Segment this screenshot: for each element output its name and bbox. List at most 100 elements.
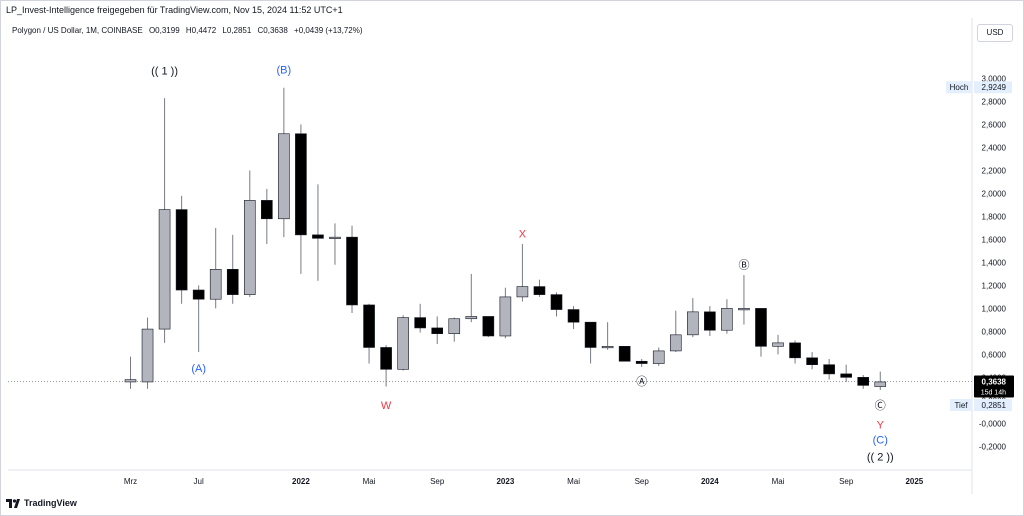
- candle-body: [755, 308, 767, 347]
- candle-body: [704, 311, 716, 331]
- y-tick-label: 1,0000: [982, 304, 1007, 313]
- y-tick-label: -0,0000: [979, 419, 1007, 428]
- symbol-info-bar: Polygon / US Dollar, 1M, COINBASE O0,319…: [12, 26, 367, 35]
- candle-body: [601, 346, 614, 349]
- x-tick-label: Jul: [194, 477, 204, 486]
- candle-body: [550, 294, 563, 310]
- candle-body: [618, 346, 631, 362]
- candle-body: [312, 234, 324, 239]
- candle-body: [380, 347, 392, 370]
- current-price-label-bg: [974, 375, 1014, 398]
- x-tick-label: 2024: [701, 477, 719, 486]
- candle-body: [840, 373, 852, 378]
- candle-body: [465, 316, 478, 320]
- candle-body: [192, 289, 205, 300]
- candle-body: [175, 209, 188, 291]
- wave-label: X: [519, 229, 527, 241]
- candle-body: [499, 296, 512, 337]
- y-tick-label: 0,8000: [982, 327, 1007, 336]
- x-tick-label: Mai: [772, 477, 785, 486]
- candle-body: [346, 236, 358, 306]
- candle-body: [584, 321, 597, 348]
- ohlc-close: C0,3638: [257, 26, 288, 35]
- candle-body: [243, 200, 256, 295]
- candle-body: [687, 311, 699, 336]
- high-value-bg: [974, 81, 1012, 94]
- y-tick-label: 1,4000: [982, 258, 1007, 267]
- candle-body: [448, 318, 461, 334]
- candle-body: [124, 379, 137, 383]
- candle-body: [329, 236, 341, 239]
- candle-body: [738, 308, 750, 311]
- wave-label: Y: [877, 419, 885, 431]
- wave-label: Ⓑ: [738, 259, 749, 272]
- candle-body: [278, 133, 290, 220]
- low-value-bg: [974, 399, 1012, 411]
- y-tick-label: 1,2000: [982, 281, 1007, 290]
- low-marker-bg: [950, 399, 972, 411]
- candle-body: [772, 342, 784, 347]
- wave-label: (( 2 )): [867, 452, 894, 464]
- candle-body: [431, 327, 444, 334]
- x-tick-label: 2022: [292, 477, 310, 486]
- candle-body: [482, 316, 495, 337]
- candle-body: [567, 309, 580, 323]
- y-tick-label: 3,0000: [982, 75, 1007, 84]
- y-tick-label: 0,6000: [982, 350, 1007, 359]
- candle-body: [652, 350, 665, 364]
- wave-label: Ⓒ: [875, 399, 886, 412]
- candle-body: [158, 209, 171, 330]
- candle-body: [363, 304, 375, 348]
- candle-body: [261, 200, 273, 220]
- high-marker-label: Hoch: [950, 83, 969, 92]
- y-tick-label: 2,6000: [982, 121, 1007, 130]
- y-tick-label: 1,6000: [982, 235, 1007, 244]
- candle-body: [397, 317, 409, 370]
- y-tick-label: 2,4000: [982, 144, 1007, 153]
- candle-body: [669, 334, 682, 352]
- x-tick-label: 2025: [905, 477, 923, 486]
- x-tick-label: Sep: [430, 477, 445, 486]
- candle-body: [533, 286, 546, 295]
- footer-brand: TradingView: [24, 498, 77, 508]
- currency-button[interactable]: USD: [977, 24, 1013, 42]
- ohlc-low: L0,2851: [222, 26, 252, 35]
- high-value-label: 2,9249: [982, 83, 1007, 92]
- candle-body: [806, 357, 818, 366]
- wave-label: (( 1 )): [151, 66, 178, 78]
- candle-body: [874, 381, 887, 387]
- candle-body: [209, 269, 222, 300]
- candle-body: [721, 308, 733, 331]
- y-tick-label: 2,8000: [982, 98, 1007, 107]
- x-tick-label: Mrz: [124, 477, 137, 486]
- candle-body: [516, 286, 529, 298]
- ohlc-high: H0,4472: [185, 26, 217, 35]
- current-price-countdown: 15d 14h: [981, 390, 1006, 397]
- candle-body: [857, 377, 870, 386]
- ohlc-open: O0,3199: [148, 26, 180, 35]
- candle-body: [789, 342, 801, 359]
- x-tick-label: Sep: [839, 477, 854, 486]
- attribution-text: LP_Invest-Intelligence freigegeben für T…: [6, 5, 343, 15]
- tradingview-footer[interactable]: TradingView: [6, 498, 77, 508]
- candle-body: [635, 360, 648, 364]
- y-tick-label: -0,2000: [979, 442, 1007, 451]
- tradingview-logo-icon: [6, 498, 20, 508]
- x-tick-label: 2023: [496, 477, 514, 486]
- candle-body: [226, 269, 239, 295]
- candle-body: [295, 133, 307, 236]
- wave-label: W: [381, 400, 392, 412]
- wave-label: (B): [277, 64, 292, 76]
- y-tick-label: 2,2000: [982, 167, 1007, 176]
- candle-body: [414, 317, 426, 329]
- wave-label: (A): [191, 363, 206, 375]
- low-marker-label: Tief: [954, 401, 968, 410]
- x-tick-label: Mai: [363, 477, 376, 486]
- current-price-value: 0,3638: [982, 378, 1007, 387]
- symbol-name[interactable]: Polygon / US Dollar, 1M, COINBASE: [12, 26, 143, 35]
- ohlc-change: +0,0439 (+13,72%): [294, 26, 363, 35]
- wave-label: Ⓐ: [636, 375, 647, 388]
- low-value-label: 0,2851: [982, 401, 1007, 410]
- y-tick-label: 2,0000: [982, 190, 1007, 199]
